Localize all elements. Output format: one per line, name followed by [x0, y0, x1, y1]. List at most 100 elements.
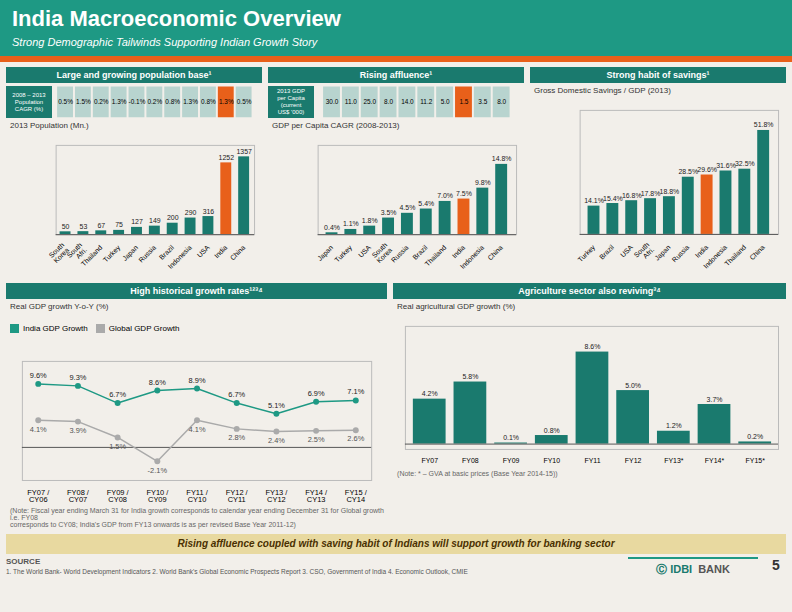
svg-text:USA: USA [357, 243, 372, 258]
svg-text:7.1%: 7.1% [347, 387, 364, 396]
svg-text:5.1%: 5.1% [268, 400, 285, 409]
svg-text:290: 290 [185, 209, 197, 216]
svg-text:50: 50 [62, 223, 70, 230]
svg-text:11.2: 11.2 [420, 98, 432, 105]
svg-text:4.1%: 4.1% [189, 424, 206, 433]
svg-text:0.4%: 0.4% [324, 224, 340, 231]
svg-text:30.0: 30.0 [326, 98, 339, 105]
svg-text:Indonesia: Indonesia [702, 243, 728, 269]
svg-text:Japan: Japan [316, 243, 335, 262]
svg-text:Brazil: Brazil [411, 243, 429, 261]
svg-text:0.8%: 0.8% [544, 426, 560, 433]
svg-text:Turkey: Turkey [333, 243, 354, 264]
svg-text:0.2%: 0.2% [747, 433, 763, 440]
svg-text:149: 149 [149, 217, 161, 224]
svg-text:Russia: Russia [671, 243, 691, 263]
svg-text:25.0: 25.0 [363, 98, 376, 105]
svg-text:9.8%: 9.8% [475, 179, 491, 186]
svg-text:Brazil: Brazil [598, 243, 616, 261]
svg-text:FY12 /CY11: FY12 /CY11 [226, 487, 249, 503]
svg-text:FY07 /CY06: FY07 /CY06 [27, 487, 50, 503]
svg-text:FY15 /CY14: FY15 /CY14 [345, 487, 368, 503]
svg-text:5.0%: 5.0% [625, 381, 641, 388]
svg-text:3.7%: 3.7% [707, 395, 723, 402]
svg-text:-2.1%: -2.1% [148, 465, 168, 474]
svg-text:8.6%: 8.6% [149, 377, 166, 386]
svg-text:1.2%: 1.2% [666, 422, 682, 429]
svg-text:0.2%: 0.2% [94, 98, 109, 105]
svg-text:127: 127 [131, 218, 143, 225]
svg-text:5.0: 5.0 [441, 98, 450, 105]
svg-text:8.6%: 8.6% [585, 343, 601, 350]
svg-text:4.2%: 4.2% [422, 390, 438, 397]
svg-text:3.5%: 3.5% [381, 209, 397, 216]
svg-text:FY11: FY11 [584, 457, 600, 464]
svg-text:2.8%: 2.8% [228, 433, 245, 442]
svg-text:1.5%: 1.5% [76, 98, 91, 105]
svg-text:316: 316 [203, 207, 215, 214]
svg-text:FY08 /CY07: FY08 /CY07 [67, 487, 90, 503]
svg-text:FY12: FY12 [625, 457, 642, 464]
svg-text:1.5%: 1.5% [109, 441, 126, 450]
svg-text:3.5: 3.5 [478, 98, 487, 105]
svg-text:14.8%: 14.8% [492, 155, 512, 162]
svg-text:FY11 /CY10: FY11 /CY10 [186, 487, 208, 503]
svg-text:FY09 /CY08: FY09 /CY08 [107, 487, 130, 503]
svg-text:17.8%: 17.8% [641, 190, 661, 197]
svg-text:Thailand: Thailand [723, 243, 747, 267]
svg-text:1.3%: 1.3% [112, 98, 127, 105]
svg-text:FY14 /CY13: FY14 /CY13 [305, 487, 328, 503]
svg-text:2.6%: 2.6% [347, 434, 364, 443]
svg-text:SouthAfri.: SouthAfri. [633, 241, 656, 264]
svg-text:Japan: Japan [653, 243, 672, 262]
svg-text:14.0: 14.0 [401, 98, 414, 105]
svg-text:FY15*: FY15* [746, 457, 766, 464]
svg-text:USA: USA [196, 243, 211, 258]
svg-text:18.8%: 18.8% [660, 188, 680, 195]
svg-text:51.8%: 51.8% [754, 121, 774, 128]
svg-text:China: China [748, 243, 766, 261]
svg-text:China: China [229, 243, 247, 261]
svg-text:75: 75 [115, 221, 123, 228]
svg-text:India: India [451, 243, 467, 259]
svg-text:Russia: Russia [137, 243, 157, 263]
svg-text:67: 67 [97, 222, 105, 229]
svg-text:FY14*: FY14* [705, 457, 725, 464]
svg-text:Thailand: Thailand [80, 243, 104, 267]
svg-text:6.7%: 6.7% [109, 390, 126, 399]
svg-text:16.8%: 16.8% [622, 192, 642, 199]
svg-text:53: 53 [80, 222, 88, 229]
svg-text:FY08: FY08 [462, 457, 479, 464]
svg-text:India: India [694, 243, 710, 259]
svg-text:5.4%: 5.4% [418, 200, 434, 207]
svg-text:India: India [213, 243, 229, 259]
svg-text:9.3%: 9.3% [69, 373, 86, 382]
svg-text:Indonesia: Indonesia [167, 243, 193, 269]
svg-text:1.8%: 1.8% [362, 217, 378, 224]
svg-text:6.9%: 6.9% [308, 388, 325, 397]
svg-text:0.8%: 0.8% [165, 98, 180, 105]
svg-text:Turkey: Turkey [102, 243, 123, 264]
svg-text:9.6%: 9.6% [30, 371, 47, 380]
svg-text:7.0%: 7.0% [437, 192, 453, 199]
svg-text:200: 200 [167, 214, 179, 221]
svg-text:1357: 1357 [236, 148, 252, 155]
svg-text:China: China [486, 243, 504, 261]
svg-text:0.2%: 0.2% [147, 98, 162, 105]
svg-text:31.6%: 31.6% [716, 162, 736, 169]
svg-text:0.1%: 0.1% [503, 434, 519, 441]
svg-text:3.9%: 3.9% [69, 425, 86, 434]
svg-text:8.0: 8.0 [497, 98, 506, 105]
svg-text:11.0: 11.0 [345, 98, 357, 105]
svg-text:2.4%: 2.4% [268, 435, 285, 444]
svg-text:Thailand: Thailand [424, 243, 448, 267]
svg-text:SouthKorea: SouthKorea [370, 241, 393, 264]
svg-text:FY10 /CY09: FY10 /CY09 [146, 487, 169, 503]
svg-text:29.6%: 29.6% [697, 166, 717, 173]
svg-text:8.0: 8.0 [384, 98, 393, 105]
svg-text:14.1%: 14.1% [584, 197, 604, 204]
svg-text:FY07: FY07 [421, 457, 438, 464]
svg-text:15.4%: 15.4% [603, 195, 623, 202]
svg-text:1.1%: 1.1% [343, 220, 359, 227]
svg-text:6.7%: 6.7% [228, 390, 245, 399]
